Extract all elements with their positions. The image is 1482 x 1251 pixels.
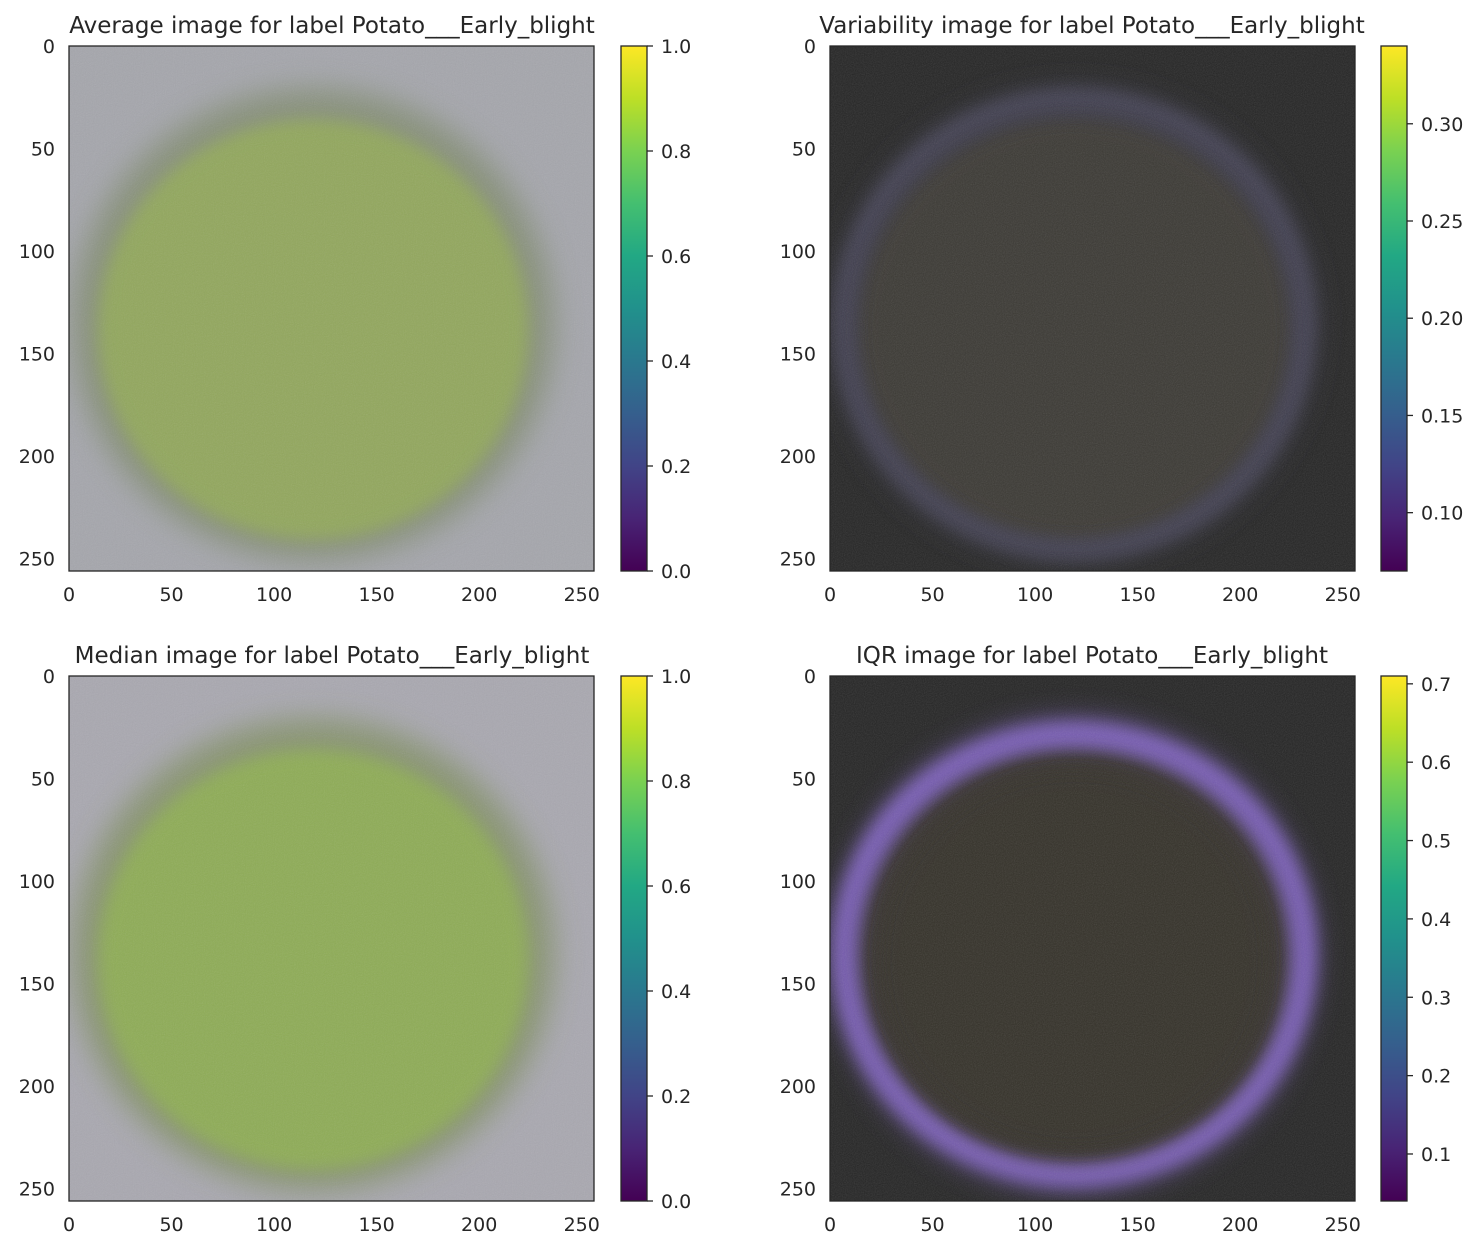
x-tick-label: 50 (159, 1214, 183, 1236)
colorbar: 0.10 0.15 0.20 0.25 0.30 (1380, 45, 1463, 572)
colorbar-tick-label: 0.15 (1421, 405, 1463, 427)
colorbar-gradient (620, 675, 648, 1202)
heatmap-image (830, 46, 1355, 571)
panel-median: Median image for label Potato___Early_bl… (19, 643, 691, 1236)
x-tick-label: 200 (1222, 1214, 1258, 1236)
x-tick-label: 200 (461, 584, 497, 606)
x-tick-label: 0 (63, 584, 75, 606)
y-tick-label: 200 (19, 1076, 55, 1098)
y-tick-label: 50 (792, 769, 816, 791)
colorbar-tick-label: 0.3 (1421, 987, 1451, 1009)
colorbar-tick-label: 0.0 (661, 1191, 691, 1213)
colorbar-tick-label: 0.4 (661, 981, 691, 1003)
x-tick-label: 250 (564, 1214, 600, 1236)
y-tick-label: 0 (43, 36, 55, 58)
y-tick-label: 200 (780, 1076, 816, 1098)
panel-average: Average image for label Potato___Early_b… (19, 13, 691, 606)
x-tick-label: 150 (358, 1214, 394, 1236)
colorbar-tick-label: 0.0 (661, 561, 691, 583)
colorbar-tick-label: 1.0 (661, 666, 691, 688)
colorbar: 0.0 0.2 0.4 0.6 0.8 1.0 (620, 666, 691, 1213)
colorbar: 0.1 0.2 0.3 0.4 0.5 0.6 0.7 (1380, 674, 1451, 1202)
colorbar-tick-label: 0.5 (1421, 831, 1451, 853)
heatmap-image (69, 46, 594, 571)
y-tick-label: 200 (780, 446, 816, 468)
colorbar-tick-label: 0.6 (661, 246, 691, 268)
axes-frame (68, 675, 595, 1202)
x-tick-label: 150 (358, 584, 394, 606)
x-tick-label: 50 (920, 1214, 944, 1236)
y-tick-label: 50 (792, 139, 816, 161)
colorbar-tick-label: 0.1 (1421, 1144, 1451, 1166)
y-tick-label: 250 (19, 1179, 55, 1201)
y-tick-label: 100 (19, 241, 55, 263)
colorbar-tick-label: 0.7 (1421, 674, 1451, 696)
x-tick-label: 50 (159, 584, 183, 606)
colorbar-tick-label: 0.30 (1421, 114, 1463, 136)
x-tick-label: 0 (824, 1214, 836, 1236)
colorbar-tick-label: 0.8 (661, 141, 691, 163)
panel-title: Average image for label Potato___Early_b… (69, 13, 595, 39)
colorbar-gradient (1380, 675, 1408, 1202)
y-tick-label: 50 (31, 769, 55, 791)
x-tick-label: 250 (1325, 1214, 1361, 1236)
y-tick-label: 150 (780, 974, 816, 996)
colorbar: 0.0 0.2 0.4 0.6 0.8 1.0 (620, 36, 691, 583)
x-tick-label: 100 (256, 1214, 292, 1236)
colorbar-tick-label: 0.2 (661, 456, 691, 478)
colorbar-tick-label: 0.10 (1421, 503, 1463, 525)
colorbar-tick-label: 0.20 (1421, 308, 1463, 330)
y-tick-label: 100 (780, 871, 816, 893)
y-tick-label: 150 (780, 344, 816, 366)
y-tick-label: 0 (804, 666, 816, 688)
colorbar-tick-label: 0.4 (1421, 909, 1451, 931)
axes-frame (68, 45, 595, 572)
x-tick-label: 250 (564, 584, 600, 606)
x-tick-label: 150 (1119, 584, 1155, 606)
y-tick-label: 100 (19, 871, 55, 893)
y-tick-label: 100 (780, 241, 816, 263)
colorbar-gradient (620, 45, 648, 572)
colorbar-tick-label: 0.8 (661, 771, 691, 793)
x-tick-label: 100 (1017, 1214, 1053, 1236)
axes-frame (829, 675, 1356, 1202)
colorbar-tick-label: 0.4 (661, 351, 691, 373)
y-tick-label: 150 (19, 344, 55, 366)
panel-title: Median image for label Potato___Early_bl… (75, 643, 590, 669)
y-tick-label: 0 (804, 36, 816, 58)
panel-variability: Variability image for label Potato___Ear… (780, 13, 1464, 606)
heatmap-image (830, 676, 1355, 1201)
colorbar-tick-label: 0.2 (1421, 1066, 1451, 1088)
x-tick-label: 0 (63, 1214, 75, 1236)
x-tick-label: 250 (1325, 584, 1361, 606)
x-tick-label: 50 (920, 584, 944, 606)
axes-frame (829, 45, 1356, 572)
x-tick-label: 100 (256, 584, 292, 606)
x-tick-label: 0 (824, 584, 836, 606)
y-tick-label: 200 (19, 446, 55, 468)
colorbar-tick-label: 0.25 (1421, 211, 1463, 233)
y-tick-label: 150 (19, 974, 55, 996)
panel-iqr: IQR image for label Potato___Early_bligh… (780, 643, 1451, 1236)
colorbar-tick-label: 0.6 (1421, 752, 1451, 774)
y-tick-label: 250 (19, 549, 55, 571)
y-tick-label: 0 (43, 666, 55, 688)
colorbar-tick-label: 0.2 (661, 1086, 691, 1108)
panel-title: Variability image for label Potato___Ear… (819, 13, 1365, 39)
y-tick-label: 250 (780, 549, 816, 571)
x-tick-label: 200 (461, 1214, 497, 1236)
panel-title: IQR image for label Potato___Early_bligh… (856, 643, 1328, 669)
y-tick-label: 250 (780, 1179, 816, 1201)
y-tick-label: 50 (31, 139, 55, 161)
x-tick-label: 100 (1017, 584, 1053, 606)
colorbar-tick-label: 0.6 (661, 876, 691, 898)
colorbar-gradient (1380, 45, 1408, 572)
x-tick-label: 150 (1119, 1214, 1155, 1236)
heatmap-image (69, 676, 594, 1201)
colorbar-tick-label: 1.0 (661, 36, 691, 58)
x-tick-label: 200 (1222, 584, 1258, 606)
